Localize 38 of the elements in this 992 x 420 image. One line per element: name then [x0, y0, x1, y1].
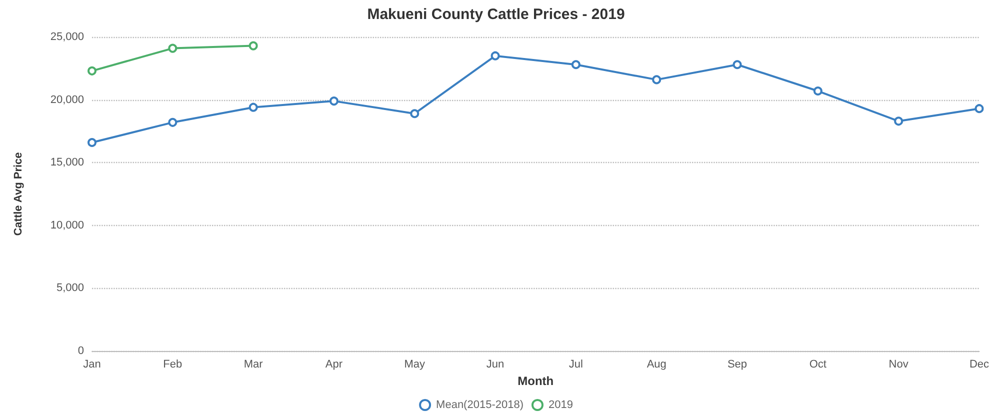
- y-tick-label: 20,000: [50, 94, 84, 106]
- point: [168, 44, 178, 53]
- x-tick-label: Feb: [163, 358, 182, 370]
- point: [329, 96, 338, 106]
- point: [88, 66, 96, 76]
- point: [652, 75, 662, 84]
- point: [490, 51, 500, 60]
- y-tick-label: 15,000: [50, 156, 84, 169]
- x-tick-label: Apr: [325, 358, 343, 370]
- y-tick-label: 25,000: [50, 31, 84, 43]
- point: [88, 138, 96, 147]
- point: [732, 60, 742, 70]
- point: [248, 102, 258, 112]
- y-axis-title: Cattle Avg Price: [12, 152, 24, 236]
- x-tick-label: Jun: [486, 358, 504, 370]
- x-tick-label: Aug: [646, 358, 666, 370]
- chart-title: Makueni County Cattle Prices - 2019: [367, 6, 625, 23]
- x-tick-label: Mar: [244, 358, 264, 370]
- y-tick-label: 10,000: [50, 219, 84, 232]
- x-tick-label: Nov: [888, 358, 909, 370]
- point: [571, 60, 580, 70]
- x-tick-label: Oct: [809, 358, 826, 370]
- point: [248, 41, 258, 50]
- point: [168, 118, 178, 127]
- point: [974, 104, 984, 114]
- y-tick-label: 5,000: [56, 282, 84, 294]
- x-tick-label: Jan: [83, 358, 101, 370]
- x-tick-label: May: [404, 358, 426, 370]
- x-tick-label: Jul: [568, 358, 583, 370]
- x-tick-label: Sep: [727, 358, 748, 370]
- point: [410, 109, 420, 118]
- point: [813, 86, 822, 96]
- x-tick-label: Dec: [969, 358, 990, 370]
- legend-label: Mean(2015-2018): [436, 399, 524, 411]
- y-tick-label: 0: [78, 345, 84, 357]
- point: [894, 116, 904, 126]
- legend-label: 2019: [548, 399, 573, 411]
- x-axis-title: Month: [518, 374, 554, 388]
